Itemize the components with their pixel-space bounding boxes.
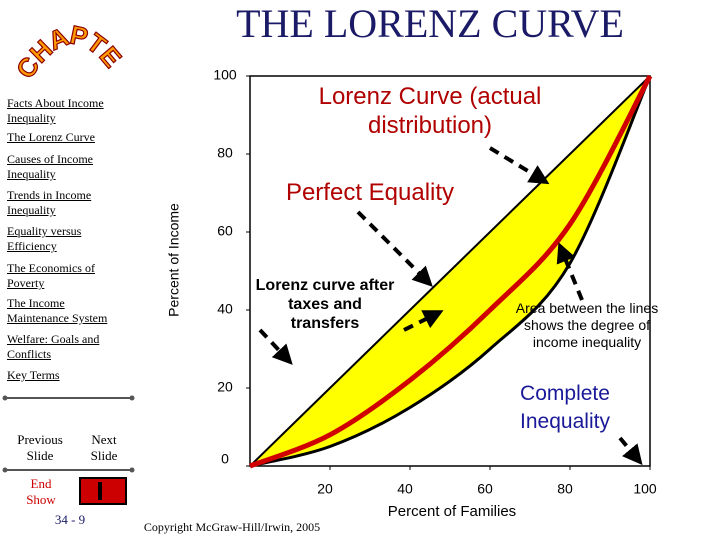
nav-link[interactable]: Facts About Income Inequality [7, 96, 104, 125]
chapter-logo: CHAPTER [0, 0, 129, 84]
end-show-button[interactable] [79, 477, 127, 505]
x-tick-label: 100 [633, 481, 657, 497]
slide-title: THE LORENZ CURVE [236, 1, 624, 46]
annotation: Lorenz Curve (actual distribution) [318, 83, 542, 139]
arrows [258, 146, 643, 466]
separator-dot [129, 467, 135, 473]
y-tick-label: 0 [221, 451, 229, 467]
plot: 0 20 40 60 80 100 20 40 60 80 100 [213, 67, 657, 497]
previous-button[interactable]: Previous Slide [17, 432, 63, 463]
end-show-label[interactable]: End Show [26, 476, 56, 507]
arrow [488, 146, 550, 185]
nav-link[interactable]: Causes of Income Inequality [7, 152, 93, 181]
series-line [249, 74, 653, 469]
nav-link[interactable]: Welfare: Goals and Conflicts [7, 332, 100, 361]
nav-link[interactable]: The Economics of Poverty [7, 261, 95, 290]
y-tick-label: 20 [217, 379, 233, 395]
arrow [618, 436, 643, 466]
x-tick-label: 20 [317, 481, 333, 497]
end-icon [98, 482, 102, 500]
copyright: Copyright McGraw-Hill/Irwin, 2005 [144, 520, 320, 534]
arrow [556, 242, 584, 301]
y-tick-label: 100 [213, 67, 237, 83]
annotation: Perfect Equality [285, 179, 455, 206]
plot-frame [249, 75, 651, 467]
separator-dot [129, 395, 135, 401]
page-number: 34 - 9 [54, 512, 86, 527]
x-tick-label: 80 [557, 481, 573, 497]
x-axis-label: Percent of Families [388, 503, 516, 520]
arrow [356, 210, 433, 287]
nav-link[interactable]: The Lorenz Curve [7, 130, 95, 144]
separator-dot [2, 395, 8, 401]
x-tick-label: 40 [397, 481, 413, 497]
y-tick-label: 40 [217, 301, 233, 317]
annotation: Complete Inequality [520, 382, 610, 433]
annotation: Area between the lines shows the degree … [515, 300, 659, 350]
y-tick-label: 60 [217, 223, 233, 239]
annotation: Lorenz curve after taxes and transfers [255, 277, 395, 332]
y-axis-label: Percent of Income [166, 203, 182, 317]
separator-dot [2, 467, 8, 473]
chapter-logo-text: CHAPTER [0, 0, 128, 84]
nav-link[interactable]: Trends in Income Inequality [7, 188, 92, 217]
arrow [258, 328, 293, 365]
series-line [249, 75, 652, 468]
series-line [249, 75, 651, 467]
next-button[interactable]: Next Slide [90, 432, 118, 463]
arrow [403, 310, 444, 332]
x-tick-label: 60 [477, 481, 493, 497]
y-tick-label: 80 [217, 145, 233, 161]
nav-link[interactable]: Equality versus Efficiency [7, 224, 82, 253]
nav-link[interactable]: The Income Maintenance System [7, 296, 108, 325]
nav-link[interactable]: Key Terms [7, 368, 60, 382]
